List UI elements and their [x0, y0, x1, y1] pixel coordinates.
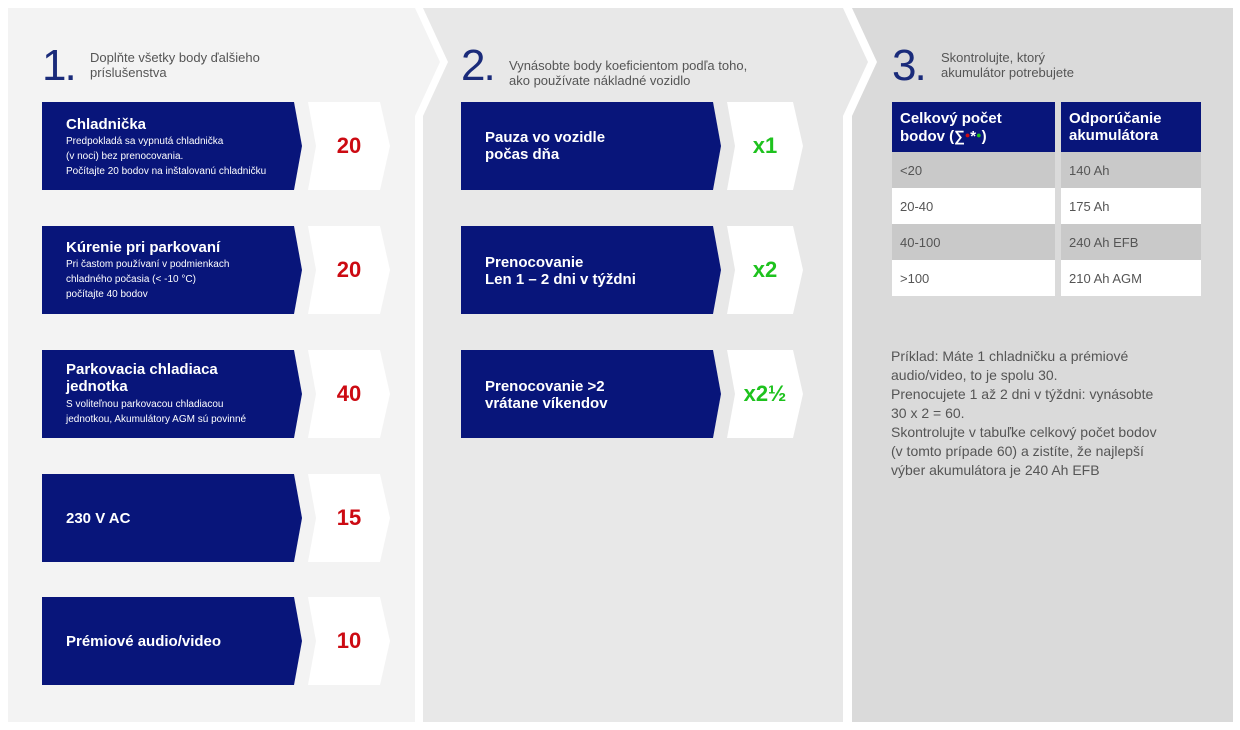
title-line: Parkovacia chladiaca [66, 361, 218, 378]
step-1-number: 1. [42, 41, 77, 90]
step-2-number: 2. [461, 41, 496, 90]
accessory-points: 20 [308, 226, 390, 314]
step-1-line2: príslušenstva [90, 65, 167, 80]
step-1-line1: Doplňte všetky body ďalšieho [90, 50, 260, 65]
accessory-title: Chladnička [66, 116, 147, 133]
header-line: bodov (∑●*●) [900, 127, 1055, 145]
green-dot-icon: ● [976, 130, 982, 140]
example-line: (v tomto prípade 60) a zistíte, že najle… [891, 443, 1144, 459]
desc-line: Pri častom používaní v podmienkach [66, 259, 230, 270]
table-cell-battery: 175 Ah [1061, 188, 1201, 224]
example-line: Prenocujete 1 až 2 dni v týždni: vynásob… [891, 386, 1154, 402]
title-line: jednotka [66, 378, 128, 395]
multiplier-title: Prenocovanie >2 vrátane víkendov [485, 378, 608, 412]
title-line: Prenocovanie [485, 254, 584, 271]
table-cell-battery: 210 Ah AGM [1061, 260, 1201, 296]
accessory-box: 230 V AC [42, 474, 302, 562]
step-3-line2: akumulátor potrebujete [941, 65, 1074, 80]
title-line: počas dňa [485, 146, 560, 163]
example-line: 30 x 2 = 60. [891, 405, 965, 421]
accessory-points: 20 [308, 102, 390, 190]
multiplier-title: Prenocovanie Len 1 – 2 dni v týždni [485, 254, 636, 288]
header-line: akumulátora [1069, 127, 1159, 144]
step-2-line1: Vynásobte body koeficientom podľa toho, [509, 58, 748, 73]
table-cell-points: 40-100 [892, 224, 1055, 260]
accessory-title: 230 V AC [66, 510, 131, 527]
desc-line: S voliteľnou parkovacou chladiacou [66, 399, 224, 410]
table-cell-points: >100 [892, 260, 1055, 296]
accessory-description: S voliteľnou parkovacou chladiacou jedno… [66, 397, 246, 427]
title-line: Pauza vo vozidle [485, 129, 606, 146]
accessory-box: Parkovacia chladiaca jednotka S voliteľn… [42, 350, 302, 438]
desc-line: Predpokladá sa vypnutá chladnička [66, 136, 224, 147]
multiplier-box: Pauza vo vozidle počas dňa [461, 102, 721, 190]
multiplier-box: Prenocovanie Len 1 – 2 dni v týždni [461, 226, 721, 314]
accessory-title: Prémiové audio/video [66, 633, 222, 650]
multiplier-box: Prenocovanie >2 vrátane víkendov [461, 350, 721, 438]
title-line: Len 1 – 2 dni v týždni [485, 271, 636, 288]
step-3-number: 3. [892, 41, 927, 90]
step-3-instruction: Skontrolujte, ktorý akumulátor potrebuje… [941, 50, 1074, 80]
desc-line: chladného počasia (< -10 °C) [66, 274, 196, 285]
multiplier-title: Pauza vo vozidle počas dňa [485, 129, 605, 163]
table-cell-points: 20-40 [892, 188, 1055, 224]
table-cell-battery: 140 Ah [1061, 152, 1201, 188]
example-line: Skontrolujte v tabuľke celkový počet bod… [891, 424, 1157, 440]
step-3-line1: Skontrolujte, ktorý [941, 50, 1046, 65]
table-header-points: Celkový počet bodov (∑●*●) [892, 102, 1055, 152]
header-text: ) [981, 128, 987, 145]
step-2-line2: ako používate nákladné vozidlo [509, 73, 691, 88]
accessory-description: Predpokladá sa vypnutá chladnička (v noc… [66, 134, 266, 179]
step-2-instruction: Vynásobte body koeficientom podľa toho, … [509, 58, 747, 88]
accessory-box: Prémiové audio/video [42, 597, 302, 685]
accessory-title: Parkovacia chladiaca jednotka [66, 361, 218, 395]
table-cell-points: <20 [892, 152, 1055, 188]
accessory-points: 40 [308, 350, 390, 438]
title-line: vrátane víkendov [485, 395, 608, 412]
desc-line: počítajte 40 bodov [66, 289, 148, 300]
multiplier-factor: x1 [727, 102, 803, 190]
example-line: výber akumulátora je 240 Ah EFB [891, 462, 1100, 478]
example-line: Príklad: Máte 1 chladničku a prémiové [891, 348, 1129, 364]
table-cell-battery: 240 Ah EFB [1061, 224, 1201, 260]
example-note: Príklad: Máte 1 chladničku a prémiové au… [891, 347, 1181, 480]
accessory-box: Kúrenie pri parkovaní Pri častom používa… [42, 226, 302, 314]
table-header-recommendation: Odporúčanie akumulátora [1061, 102, 1201, 152]
multiplier-factor: x2 [727, 226, 803, 314]
step-1-instruction: Doplňte všetky body ďalšieho príslušenst… [90, 50, 260, 80]
accessory-points: 10 [308, 597, 390, 685]
accessory-title: Kúrenie pri parkovaní [66, 239, 221, 256]
header-line: Celkový počet [900, 110, 1002, 127]
example-line: audio/video, to je spolu 30. [891, 367, 1058, 383]
header-line: Odporúčanie [1069, 110, 1162, 127]
header-text: bodov (∑ [900, 128, 965, 145]
accessory-description: Pri častom používaní v podmienkach chlad… [66, 257, 229, 302]
accessory-box: Chladnička Predpokladá sa vypnutá chladn… [42, 102, 302, 190]
desc-line: (v noci) bez prenocovania. [66, 151, 184, 162]
red-dot-icon: ● [964, 130, 971, 140]
accessory-points: 15 [308, 474, 390, 562]
multiplier-factor: x2½ [727, 350, 803, 438]
desc-line: Počítajte 20 bodov na inštalovanú chladn… [66, 166, 267, 177]
title-line: Prenocovanie >2 [485, 378, 605, 395]
asterisk-icon: * [970, 128, 977, 145]
desc-line: jednotkou, Akumulátory AGM sú povinné [66, 414, 247, 425]
